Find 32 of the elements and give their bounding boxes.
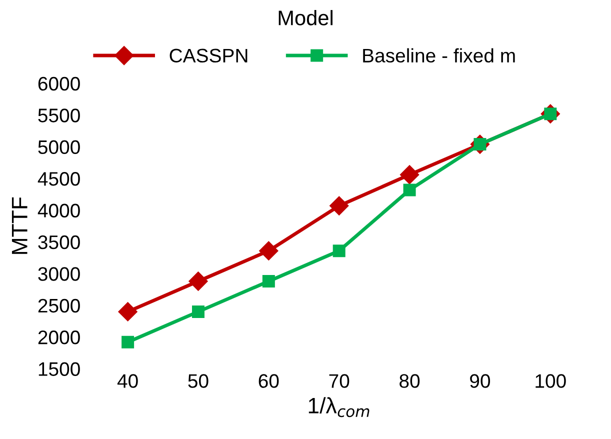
legend-label: Baseline - fixed m [363,48,515,63]
point [403,184,416,196]
x-tick-label: 80 [400,374,420,388]
point [400,165,420,184]
legend-label: CASSPN [170,48,248,63]
point [332,244,346,258]
y-axis-title: MTTF [12,197,28,254]
point [259,241,278,260]
y-tick-label: 2500 [38,298,80,313]
x-axis-title: 1/λ$_{com}$ [308,397,370,418]
y-tick-label: 2000 [38,330,80,344]
y-tick-label: 5000 [38,140,80,154]
point [262,275,275,288]
legend-title: Model [278,10,332,26]
point [188,272,208,291]
point [118,302,138,322]
point [330,196,349,216]
x-tick-label: 50 [188,374,208,388]
point [192,305,204,318]
y-tick-label: 4000 [38,204,80,218]
x-tick-label: 70 [329,374,350,388]
x-tick-label: 40 [117,374,138,388]
y-tick-label: 3000 [38,267,80,281]
y-tick-label: 6000 [38,76,80,91]
y-tick-label: 4500 [38,172,80,186]
y-tick-label: 3500 [38,235,80,250]
y-tick-label: 5500 [38,108,80,122]
point [122,336,134,348]
x-tick-label: 90 [470,374,490,388]
y-tick-label: 1500 [38,362,80,376]
x-tick-label: 60 [258,374,279,388]
x-tick-label: 100 [536,374,566,388]
